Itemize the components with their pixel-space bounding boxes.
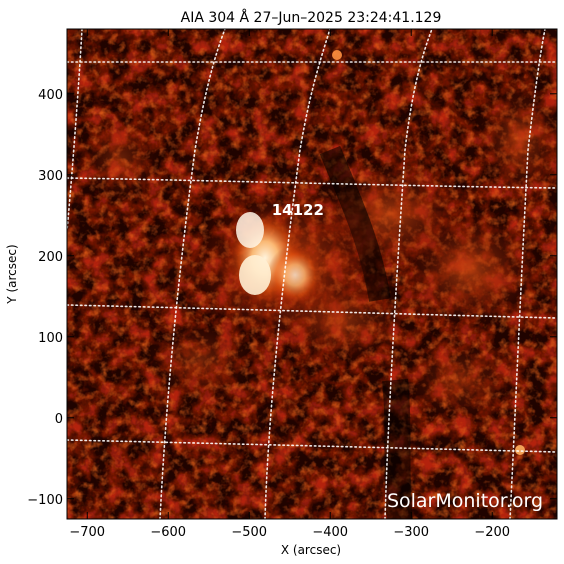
x-tick-label: −200 — [474, 525, 510, 540]
active-region-label: 14122 — [272, 201, 324, 219]
x-axis-label: X (arcsec) — [281, 543, 341, 557]
y-axis-label: Y (arcsec) — [5, 244, 19, 304]
plot-title: AIA 304 Å 27–Jun–2025 23:24:41.129 — [181, 9, 442, 26]
y-tick-label: 200 — [38, 250, 63, 265]
grid-line — [67, 29, 83, 231]
grid-line — [67, 439, 557, 453]
x-tick-label: −600 — [150, 525, 186, 540]
grid-line — [384, 29, 433, 519]
x-tick-label: −700 — [69, 525, 105, 540]
coordinate-grid — [67, 29, 557, 519]
grid-line — [67, 177, 557, 189]
grid-line — [67, 304, 557, 319]
x-tick-label: −300 — [393, 525, 429, 540]
grid-line — [264, 29, 331, 519]
x-tick-label: −400 — [312, 525, 348, 540]
x-tick-label: −500 — [231, 525, 267, 540]
grid-line — [159, 29, 226, 519]
y-tick-label: 0 — [55, 412, 63, 427]
solar-image — [67, 29, 557, 519]
plage-region — [400, 210, 540, 330]
y-tick-label: −100 — [27, 493, 63, 508]
y-tick-label: 100 — [38, 331, 63, 346]
plot-frame — [66, 28, 558, 520]
y-tick-label: 300 — [38, 169, 63, 184]
y-tick-label: 400 — [38, 88, 63, 103]
watermark: SolarMonitor.org — [387, 490, 543, 512]
grid-line — [509, 29, 546, 519]
x-axis: −700 −600 −500 −400 −300 −200 — [69, 29, 510, 540]
y-axis: 400 300 200 100 0 −100 — [27, 88, 557, 508]
